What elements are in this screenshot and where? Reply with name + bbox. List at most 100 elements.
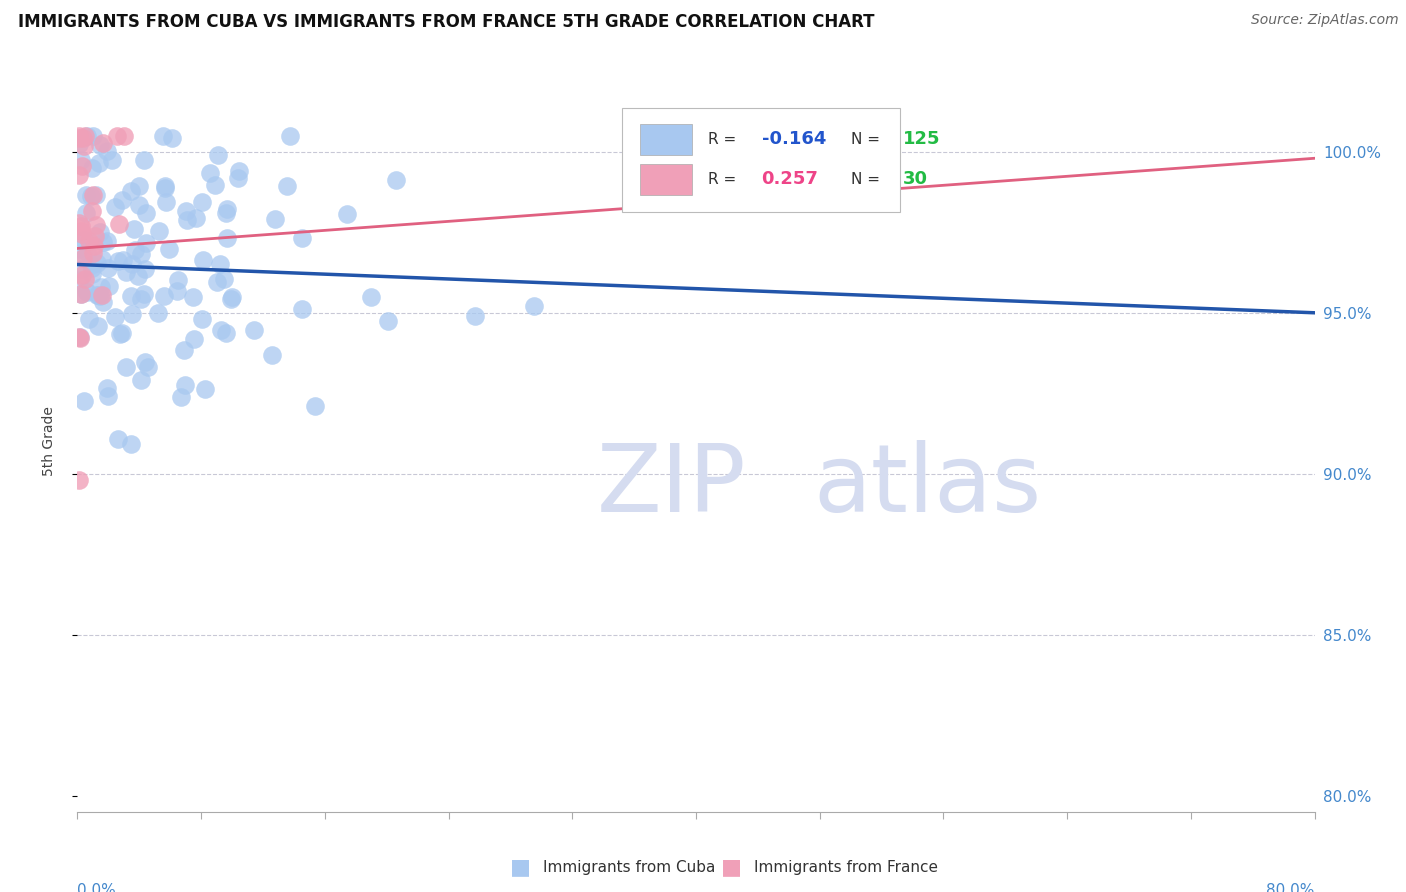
Point — [155, 181, 177, 195]
Point — [69, 331, 91, 345]
Text: R =: R = — [709, 132, 741, 147]
Point — [121, 307, 143, 321]
Point — [260, 348, 283, 362]
Point — [73, 393, 96, 408]
Point — [91, 288, 114, 302]
Point — [304, 399, 326, 413]
Point — [108, 326, 131, 341]
Point — [191, 195, 214, 210]
Point — [70, 224, 93, 238]
Point — [219, 293, 242, 307]
Point — [360, 290, 382, 304]
Point — [84, 219, 107, 233]
Point — [377, 313, 399, 327]
Point — [89, 225, 111, 239]
Point — [96, 234, 118, 248]
Text: 30: 30 — [903, 170, 928, 188]
FancyBboxPatch shape — [621, 109, 900, 212]
Point — [67, 273, 90, 287]
Bar — [640, 124, 692, 155]
Point — [167, 273, 190, 287]
Text: 125: 125 — [903, 130, 941, 148]
Point — [291, 231, 314, 245]
Point — [82, 188, 104, 202]
Point — [86, 318, 108, 333]
Point — [69, 287, 91, 301]
Point — [226, 171, 249, 186]
Point — [70, 159, 93, 173]
Point — [209, 257, 232, 271]
Point — [148, 224, 170, 238]
Point — [166, 284, 188, 298]
Point — [67, 473, 90, 487]
Point — [73, 252, 96, 266]
Text: IMMIGRANTS FROM CUBA VS IMMIGRANTS FROM FRANCE 5TH GRADE CORRELATION CHART: IMMIGRANTS FROM CUBA VS IMMIGRANTS FROM … — [18, 13, 875, 31]
Text: -0.164: -0.164 — [762, 130, 825, 148]
Point — [73, 272, 96, 286]
Point — [183, 332, 205, 346]
Point — [82, 161, 104, 176]
Point — [114, 265, 136, 279]
Point — [127, 269, 149, 284]
Point — [107, 433, 129, 447]
Point — [155, 194, 177, 209]
Point — [91, 136, 114, 151]
Point — [134, 261, 156, 276]
Point — [84, 229, 107, 244]
Point — [77, 234, 100, 248]
Point — [104, 200, 127, 214]
Point — [107, 253, 129, 268]
Point — [148, 306, 170, 320]
Point — [97, 389, 120, 403]
Point — [193, 253, 215, 268]
Point — [157, 242, 180, 256]
Point — [67, 216, 90, 230]
Point — [89, 138, 111, 153]
Point — [160, 131, 183, 145]
Text: R =: R = — [709, 172, 741, 187]
Point — [80, 188, 103, 202]
Point — [183, 290, 205, 304]
Point — [72, 251, 94, 265]
Point — [204, 178, 226, 193]
Point — [214, 272, 236, 286]
Point — [264, 211, 287, 226]
Point — [67, 168, 90, 182]
Point — [82, 203, 104, 218]
Point — [76, 244, 98, 259]
Text: Immigrants from Cuba: Immigrants from Cuba — [543, 860, 716, 874]
Point — [173, 343, 195, 357]
Point — [75, 187, 97, 202]
Point — [96, 261, 118, 276]
Bar — [640, 164, 692, 195]
Point — [194, 382, 217, 396]
Point — [98, 278, 121, 293]
Point — [79, 312, 101, 326]
Point — [176, 213, 198, 227]
Point — [120, 289, 142, 303]
Point — [174, 204, 197, 219]
Point — [76, 128, 98, 143]
Point — [129, 373, 152, 387]
Point — [111, 252, 134, 267]
Text: atlas: atlas — [814, 440, 1042, 532]
Point — [136, 360, 159, 375]
Point — [209, 323, 232, 337]
Point — [70, 219, 93, 233]
Point — [67, 329, 90, 343]
Point — [124, 222, 146, 236]
Point — [82, 268, 104, 282]
Point — [124, 244, 146, 258]
Point — [67, 137, 90, 152]
Point — [114, 359, 136, 374]
Point — [129, 247, 152, 261]
Point — [89, 288, 111, 302]
Point — [291, 301, 314, 316]
Text: 0.0%: 0.0% — [77, 882, 117, 892]
Point — [121, 257, 143, 271]
Point — [76, 285, 98, 300]
Point — [280, 128, 302, 143]
Text: ■: ■ — [721, 857, 741, 877]
Point — [385, 173, 408, 187]
Point — [69, 330, 91, 344]
